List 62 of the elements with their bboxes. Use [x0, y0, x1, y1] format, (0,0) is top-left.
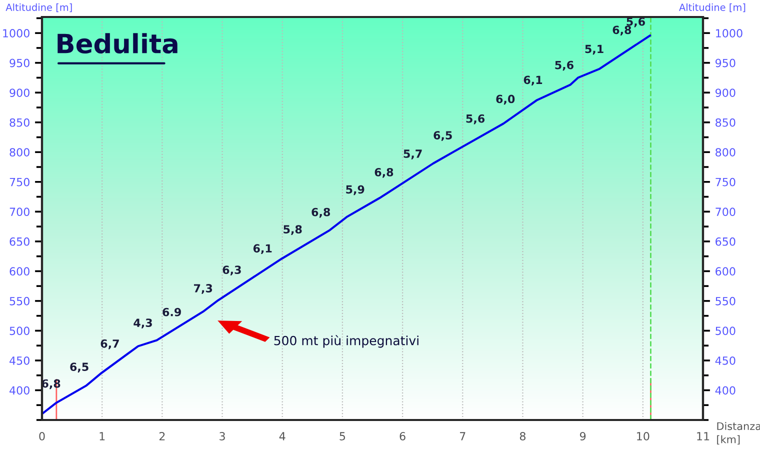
x-tick-label: 2: [159, 432, 165, 440]
annotation: 6,7: [100, 339, 119, 350]
x-tick-label: 0: [39, 432, 45, 440]
y-tick-label: 600: [10, 267, 30, 276]
annotation: 6.9: [162, 308, 181, 316]
annotation: 6,8: [374, 168, 394, 178]
y-tick-label: 700: [10, 208, 30, 216]
x-tick-label: 9: [580, 432, 586, 440]
y2-tick-label: 650: [716, 237, 736, 246]
y2-tick-label: 450: [715, 356, 736, 365]
y-tick-label: 1000: [3, 29, 30, 38]
y-tick-label: 400: [10, 386, 30, 395]
x-tick-label: 6: [400, 432, 406, 440]
y-tick-label: 950: [10, 58, 30, 68]
x-tick-label: 3: [220, 432, 225, 440]
annotation: 5,6: [466, 114, 485, 124]
y2-tick-label: 800: [716, 148, 736, 157]
y-tick-label: 650: [10, 237, 30, 246]
line-series: [42, 34, 652, 414]
y2-tick-label: 900: [716, 88, 736, 97]
y2-axis-title: Altitudine [m]: [679, 3, 746, 12]
y2-tick-label: 850: [716, 118, 736, 127]
y2-tick-label: 950: [716, 58, 736, 68]
y-tick-label: 900: [10, 88, 30, 97]
annotation: 6,1: [253, 244, 272, 254]
y2-tick-label: 600: [716, 267, 736, 276]
y-tick-label: 450: [10, 356, 30, 365]
y2-tick-label: 750: [716, 178, 736, 186]
y-tick-label: 800: [10, 148, 30, 157]
y2-tick-label: 500: [716, 326, 736, 336]
annotation: 5,7: [404, 150, 422, 160]
annotation: 6,8: [612, 26, 632, 36]
y-tick-label: 500: [10, 326, 30, 336]
x-tick-label: 7: [460, 432, 466, 440]
y-axis-title: Altitudine [m]: [6, 3, 72, 12]
annotation: 4,3: [134, 318, 152, 328]
annotation: 5,8: [284, 225, 302, 235]
y2-tick-label: 700: [716, 208, 736, 216]
annotation: 6,5: [70, 362, 88, 372]
y2-tick-label: 400: [715, 386, 736, 395]
y2-tick-label: 550: [716, 296, 736, 306]
annotation: 7,3: [194, 284, 212, 294]
annotation: 6,0: [496, 94, 515, 105]
annotation: 6,8: [312, 208, 330, 218]
annotation: 6,1: [524, 76, 542, 86]
x-tick-label: 4: [279, 432, 286, 440]
x-tick-label: 10: [637, 432, 650, 440]
annotation: 5,6: [555, 60, 574, 71]
annotation: 500 mt più impegnativi: [274, 335, 418, 348]
y-tick-label: 850: [10, 118, 30, 127]
x-tick-label: 5: [340, 432, 346, 440]
x-tick-label: 11: [697, 432, 710, 440]
x-tick-label: 8: [520, 432, 526, 440]
y-tick-label: 550: [10, 296, 30, 306]
annotation: 5,9: [346, 185, 364, 196]
annotation: 6,5: [434, 131, 452, 141]
y-tick-label: 750: [10, 178, 30, 186]
chart-title: Bedulita: [58, 33, 178, 54]
y2-tick-label: 1000: [716, 29, 742, 38]
x-tick-label: 1: [100, 432, 105, 440]
annotation: 6,3: [222, 266, 241, 276]
annotation: 5,1: [585, 44, 604, 55]
